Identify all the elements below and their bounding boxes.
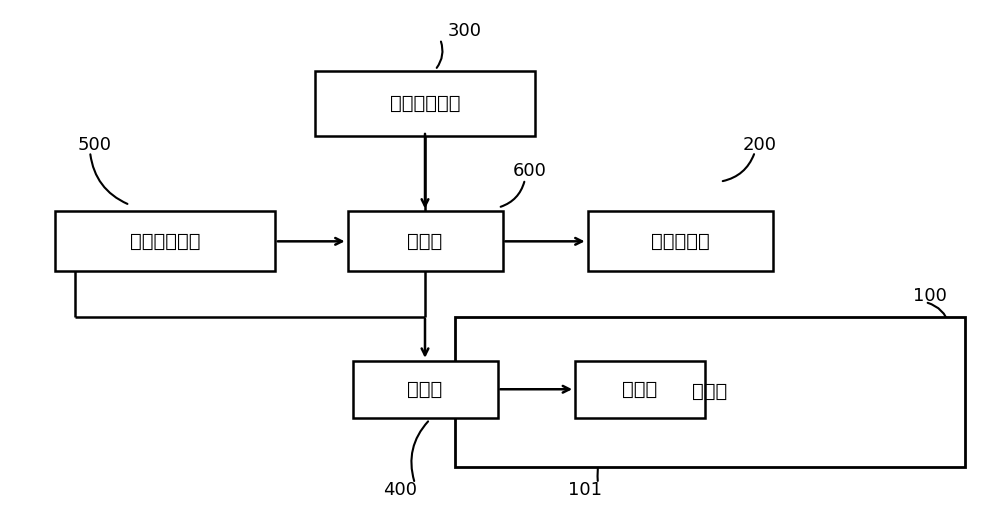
Text: 气体温度计: 气体温度计 — [651, 232, 709, 251]
Bar — [55, 212, 275, 271]
Text: 101: 101 — [568, 482, 602, 499]
Text: 400: 400 — [383, 482, 417, 499]
Text: 温度调节机构: 温度调节机构 — [390, 94, 460, 113]
Text: 300: 300 — [448, 22, 482, 40]
Text: 气体循环机构: 气体循环机构 — [130, 232, 200, 251]
Text: 600: 600 — [513, 162, 547, 180]
Text: 200: 200 — [743, 136, 777, 154]
Bar — [575, 361, 705, 418]
Bar — [352, 361, 498, 418]
Text: 外延片: 外延片 — [622, 380, 658, 399]
Text: 500: 500 — [78, 136, 112, 154]
Text: 测温计: 测温计 — [407, 380, 443, 399]
Text: 100: 100 — [913, 287, 947, 305]
Bar — [348, 212, 503, 271]
Text: 冷却室: 冷却室 — [692, 383, 728, 401]
Bar — [588, 212, 772, 271]
Text: 控制器: 控制器 — [407, 232, 443, 251]
Bar — [315, 71, 535, 136]
Bar — [455, 317, 965, 467]
